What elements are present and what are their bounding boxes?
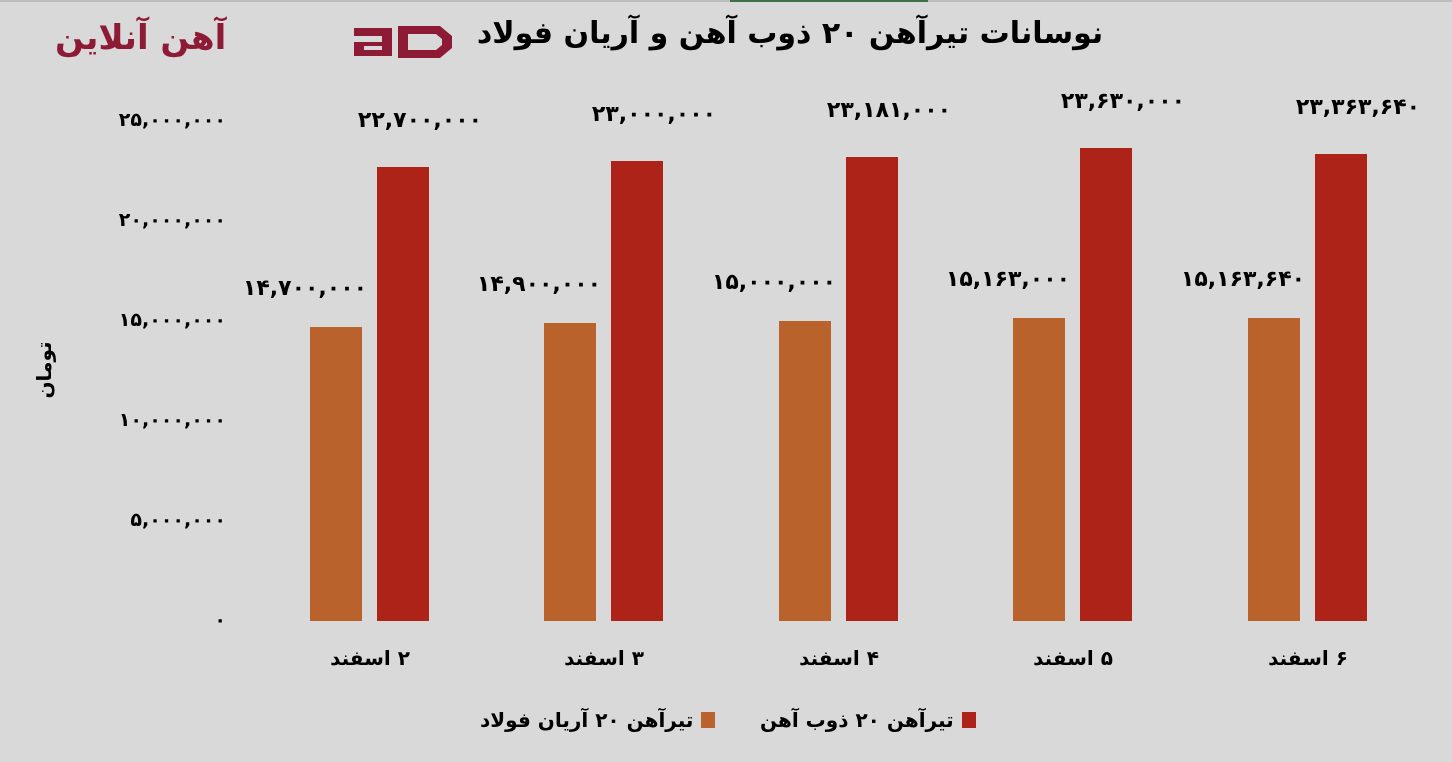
data-label-zob: ۲۳,۱۸۱,۰۰۰ [826, 98, 952, 124]
logo-mark-icon [354, 26, 452, 58]
legend-label-aryan: تیرآهن ۲۰ آریان فولاد [480, 708, 694, 732]
data-label-aryan: ۱۵,۰۰۰,۰۰۰ [711, 270, 837, 295]
legend: تیرآهن ۲۰ ذوب آهن تیرآهن ۲۰ آریان فولاد [0, 708, 1452, 738]
data-label-aryan: ۱۵,۱۶۳,۶۴۰ [1180, 266, 1306, 292]
data-label-zob: ۲۳,۰۰۰,۰۰۰ [591, 102, 717, 127]
data-label-zob: ۲۳,۶۳۰,۰۰۰ [1060, 89, 1186, 115]
bar-aryan [779, 321, 831, 621]
legend-item-aryan: تیرآهن ۲۰ آریان فولاد [480, 708, 716, 732]
legend-item-zob: تیرآهن ۲۰ ذوب آهن [760, 708, 976, 732]
x-tick: ۲ اسفند [330, 646, 410, 670]
x-tick: ۳ اسفند [564, 646, 644, 670]
data-label-aryan: ۱۴,۹۰۰,۰۰۰ [476, 272, 602, 297]
chart-title: نوسانات تیرآهن ۲۰ ذوب آهن و آریان فولاد [476, 16, 1104, 51]
bar-aryan [310, 327, 362, 621]
bar-zob [377, 167, 429, 621]
y-tick: ۲۵,۰۰۰,۰۰۰ [118, 109, 226, 131]
x-tick: ۶ اسفند [1268, 646, 1348, 670]
x-tick: ۴ اسفند [799, 646, 879, 670]
data-label-aryan: ۱۴,۷۰۰,۰۰۰ [242, 276, 368, 301]
bar-zob [846, 157, 898, 621]
top-border-accent [730, 0, 928, 2]
bar-zob [611, 161, 663, 621]
y-tick: ۰ [214, 609, 226, 631]
legend-swatch-zob [961, 712, 976, 728]
y-tick: ۱۵,۰۰۰,۰۰۰ [118, 309, 226, 331]
y-tick: ۱۰,۰۰۰,۰۰۰ [118, 409, 226, 431]
legend-label-zob: تیرآهن ۲۰ ذوب آهن [760, 708, 954, 732]
bar-aryan [1248, 317, 1300, 621]
top-border [0, 0, 1452, 2]
legend-swatch-aryan [701, 712, 716, 728]
bar-zob [1315, 153, 1367, 621]
bar-aryan [1013, 317, 1065, 621]
data-label-zob: ۲۲,۷۰۰,۰۰۰ [357, 108, 483, 133]
x-tick: ۵ اسفند [1033, 646, 1113, 670]
data-label-aryan: ۱۵,۱۶۳,۰۰۰ [945, 266, 1071, 292]
bar-zob [1080, 148, 1132, 621]
data-label-zob: ۲۳,۳۶۳,۶۴۰ [1295, 94, 1421, 120]
y-axis-label: تومان [32, 341, 56, 399]
y-tick: ۵,۰۰۰,۰۰۰ [130, 509, 226, 531]
logo: آهن آنلاین [55, 18, 452, 64]
bar-aryan [544, 323, 596, 621]
logo-text: آهن آنلاین [55, 18, 227, 58]
y-tick: ۲۰,۰۰۰,۰۰۰ [118, 209, 226, 231]
